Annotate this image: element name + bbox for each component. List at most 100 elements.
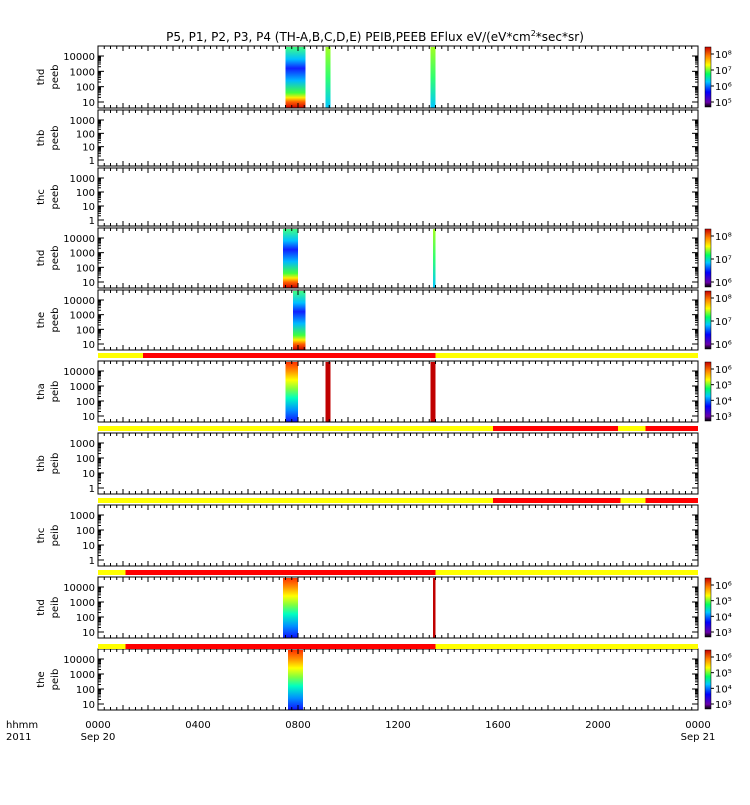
panel-thd-peeb: 10000 1000 100 10 thd peeb 10⁸ 10⁷ 10⁶ 10⁵	[36, 45, 732, 109]
panel-frame	[97, 227, 699, 289]
x-date-label: Sep 20	[81, 732, 116, 743]
y-tick-label: 10000	[63, 583, 95, 594]
colorbar	[704, 228, 712, 288]
colorbar-label: 10⁷	[715, 66, 732, 77]
y-tick-label: 10	[82, 412, 95, 423]
colorbar-label: 10⁵	[715, 669, 732, 680]
panel-probe-label: tha	[36, 383, 47, 399]
panel-probe-label: thd	[36, 69, 47, 86]
y-tick-label: 10000	[63, 52, 95, 63]
y-tick-label: 1000	[70, 511, 95, 522]
panel-frame	[97, 648, 699, 711]
x-corner-label: hhmm	[6, 720, 38, 731]
mode-bar-segment	[645, 426, 698, 431]
mode-bar-segment	[645, 498, 698, 503]
y-tick-label: 100	[76, 397, 95, 408]
y-tick-label: 100	[76, 613, 95, 624]
mode-bars-group	[98, 353, 698, 649]
panel-frame	[97, 504, 699, 567]
mode-bar-segment	[98, 570, 126, 575]
y-tick-label: 1000	[70, 116, 95, 127]
spectrogram-block	[430, 47, 436, 108]
panel-frame	[97, 109, 699, 167]
y-tick-label: 1	[89, 156, 95, 167]
panel-thd-peib: 10000 1000 100 10 thd peib 10⁶ 10⁵ 10⁴ 10³	[36, 576, 732, 639]
colorbar-label: 10⁸	[715, 294, 732, 305]
panel-product-label: peeb	[50, 65, 61, 90]
colorbar-label: 10³	[715, 628, 732, 639]
y-tick-label: 10	[82, 700, 95, 711]
y-tick-label: 100	[76, 685, 95, 696]
colorbar-label: 10⁸	[715, 232, 732, 243]
y-tick-label: 100	[76, 188, 95, 199]
y-tick-label: 1000	[70, 311, 95, 322]
y-tick-label: 1	[89, 216, 95, 227]
mode-bar-segment	[125, 644, 436, 649]
mode-bar-segment	[493, 426, 618, 431]
x-tick-label: 0400	[185, 720, 210, 731]
colorbar-label: 10⁶	[715, 653, 732, 664]
colorbar-label: 10⁵	[715, 597, 732, 608]
y-tick-label: 100	[76, 454, 95, 465]
panel-tha-peib: 10000 1000 100 10 tha peib 10⁶ 10⁵ 10⁴ 10³	[36, 360, 732, 423]
colorbar-label: 10⁴	[715, 612, 732, 623]
panel-probe-label: thb	[36, 455, 47, 472]
mode-bar	[98, 353, 698, 358]
mode-bar-segment	[98, 426, 493, 431]
colorbar	[704, 649, 712, 710]
x-tick-label: 1600	[485, 720, 510, 731]
spectrogram-block	[325, 362, 331, 422]
panel-probe-label: thd	[36, 599, 47, 616]
y-tick-label: 10	[82, 541, 95, 552]
mode-bar-segment	[618, 426, 646, 431]
y-tick-label: 1000	[70, 382, 95, 393]
mode-bar	[98, 426, 698, 431]
panel-probe-label: thc	[36, 528, 47, 544]
mode-bar-segment	[435, 570, 698, 575]
x-corner-label: 2011	[6, 732, 31, 743]
spectrogram-block	[288, 650, 303, 710]
colorbar-label: 10⁶	[715, 82, 732, 93]
panel-product-label: peeb	[50, 185, 61, 210]
y-tick-label: 1	[89, 484, 95, 495]
panel-product-label: peib	[50, 525, 61, 547]
mode-bar-segment	[98, 353, 143, 358]
y-tick-label: 100	[76, 526, 95, 537]
panel-frame	[97, 360, 699, 423]
x-tick-label: 1200	[385, 720, 410, 731]
panel-frame	[97, 576, 699, 639]
panel-product-label: peeb	[50, 246, 61, 271]
colorbar-label: 10⁶	[715, 365, 732, 376]
panel-product-label: peib	[50, 381, 61, 403]
colorbar-label: 10⁷	[715, 255, 732, 266]
y-tick-label: 10000	[63, 296, 95, 307]
chart-title: P5, P1, P2, P3, P4 (TH-A,B,C,D,E) PEIB,P…	[166, 29, 584, 44]
panel-product-label: peib	[50, 669, 61, 691]
colorbar-label: 10⁶	[715, 581, 732, 592]
panel-thc-peeb: 1000 100 10 1 thc peeb	[36, 167, 699, 227]
y-tick-label: 1000	[70, 670, 95, 681]
mode-bar-segment	[493, 498, 621, 503]
panel-frame	[97, 167, 699, 227]
mode-bar-segment	[143, 353, 436, 358]
y-tick-label: 1000	[70, 439, 95, 450]
y-tick-label: 10	[82, 340, 95, 351]
x-tick-label: 2000	[585, 720, 610, 731]
mode-bar	[98, 644, 698, 649]
colorbar-label: 10³	[715, 412, 732, 423]
y-tick-label: 1000	[70, 598, 95, 609]
panel-product-label: peeb	[50, 308, 61, 333]
panel-product-label: peib	[50, 597, 61, 619]
colorbar	[704, 361, 712, 422]
y-tick-label: 1	[89, 556, 95, 567]
colorbar-label: 10⁵	[715, 381, 732, 392]
panel-probe-label: thc	[36, 189, 47, 205]
y-tick-label: 100	[76, 129, 95, 140]
y-tick-label: 100	[76, 83, 95, 94]
panel-thb-peeb: 1000 100 10 1 thb peeb	[36, 109, 699, 167]
panel-frame	[97, 45, 699, 109]
